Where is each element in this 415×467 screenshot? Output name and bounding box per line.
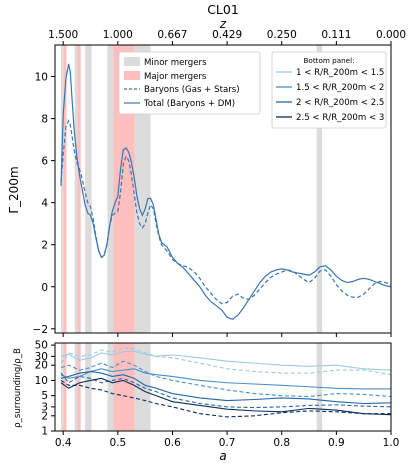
major-merger-shade xyxy=(113,343,135,431)
y-tick-label: −2 xyxy=(33,324,48,336)
y-tick-label: 0 xyxy=(41,282,48,294)
top-z-ticks: 1.500 1.000 0.667 0.429 0.250 0.111 0.000 xyxy=(48,29,406,45)
legend-bottom-panel: Bottom panel: 1 < R/R_200m < 1.5 1.5 < R… xyxy=(271,51,387,129)
legend2-label-3: 2 < R/R_200m < 2.5 xyxy=(296,98,384,108)
legend-swatch-major xyxy=(124,71,140,80)
legend-label-major: Major mergers xyxy=(144,72,207,82)
bottom-panel-frame xyxy=(54,342,392,432)
y-tick-label: 10 xyxy=(35,375,48,387)
y-tick-label: 10 xyxy=(35,72,48,84)
z-tick-label: 0.111 xyxy=(321,29,351,41)
minor-merger-shade xyxy=(107,343,114,431)
density-line-dashed xyxy=(60,379,391,418)
top-panel-frame xyxy=(54,44,392,334)
minor-merger-shade xyxy=(74,343,78,431)
x-tick-label: 0.4 xyxy=(55,437,72,449)
series-line-total-baryons-dm- xyxy=(60,63,392,321)
minor-merger-shade xyxy=(85,343,92,431)
y-tick-label: 8 xyxy=(41,114,48,126)
major-merger-shade xyxy=(77,343,81,431)
top-y-axis-label: Γ_200m xyxy=(7,166,21,213)
legend-box xyxy=(118,51,261,115)
density-line-solid xyxy=(60,370,392,405)
density-line-dashed xyxy=(60,346,392,376)
z-tick-label: 0.429 xyxy=(212,29,242,41)
chart-title: CL01 xyxy=(207,2,239,17)
legend2-label-2: 1.5 < R/R_200m < 2 xyxy=(296,83,384,93)
legend2-label-1: 1 < R/R_200m < 1.5 xyxy=(296,68,384,78)
major-merger-shade xyxy=(63,343,67,431)
y-tick-label: 4 xyxy=(41,198,48,210)
x-tick-label: 1.0 xyxy=(383,437,400,449)
minor-merger-shade xyxy=(134,45,151,333)
y-tick-label: 30 xyxy=(35,351,48,363)
legend-label-total: Total (Baryons + DM) xyxy=(143,99,235,109)
y-tick-label: 6 xyxy=(41,156,48,168)
minor-merger-shade xyxy=(61,45,64,333)
y-tick-label: 2 xyxy=(41,240,48,252)
minor-merger-shade xyxy=(85,45,92,333)
x-tick-label: 0.8 xyxy=(273,437,290,449)
y-tick-label: 50 xyxy=(35,340,48,352)
legend-label-minor: Minor mergers xyxy=(144,58,207,68)
legend-mergers: Minor mergers Major mergers Baryons (Gas… xyxy=(118,51,261,115)
legend2-label-4: 2.5 < R/R_200m < 3 xyxy=(296,113,384,123)
legend2-box xyxy=(271,51,387,129)
legend-swatch-minor xyxy=(124,57,140,66)
bottom-series-lines xyxy=(60,346,392,418)
top-panel: −2 0 2 4 6 8 10 1.500 1.000 0.667 0.429 0.250 0.111… xyxy=(7,2,406,337)
y-tick-label: 5 xyxy=(41,390,48,402)
y-tick-label: 3 xyxy=(41,401,48,413)
major-merger-shade xyxy=(63,45,67,333)
z-tick-label: 1.000 xyxy=(103,29,133,41)
z-tick-label: 0.000 xyxy=(376,29,406,41)
x-tick-label: 0.9 xyxy=(328,437,345,449)
z-tick-label: 0.250 xyxy=(267,29,297,41)
major-merger-shade xyxy=(113,45,135,333)
minor-merger-shade xyxy=(74,45,78,333)
legend2-title: Bottom panel: xyxy=(303,56,354,65)
z-tick-label: 0.667 xyxy=(157,29,187,41)
density-line-solid xyxy=(60,377,392,416)
top-series-lines xyxy=(60,63,392,321)
legend-label-baryons: Baryons (Gas + Stars) xyxy=(144,85,240,95)
minor-merger-shade xyxy=(61,343,64,431)
y-tick-label: 20 xyxy=(35,360,48,372)
density-line-dashed xyxy=(60,372,392,409)
bottom-x-ticks: 0.4 0.5 0.6 0.7 0.8 0.9 1.0 xyxy=(55,431,400,449)
major-merger-shade xyxy=(77,45,81,333)
top-x-ticks xyxy=(62,333,392,337)
top-axis-label: z xyxy=(219,17,227,31)
series-line-baryons-gas-stars- xyxy=(60,119,392,305)
z-tick-label: 1.500 xyxy=(48,29,78,41)
top-merger-shades xyxy=(61,45,323,333)
y-tick-label: 1 xyxy=(41,426,48,438)
x-tick-label: 0.6 xyxy=(164,437,181,449)
bottom-y-axis-label: ρ_surrounding/ρ_B xyxy=(13,348,23,428)
y-tick-label: 2 xyxy=(41,410,48,422)
minor-merger-shade xyxy=(316,45,323,333)
x-tick-label: 0.5 xyxy=(109,437,126,449)
minor-merger-shade xyxy=(107,45,114,333)
bottom-merger-shades xyxy=(61,343,323,431)
top-y-ticks: −2 0 2 4 6 8 10 xyxy=(33,72,55,336)
bottom-x-axis-label: a xyxy=(219,449,226,463)
x-tick-label: 0.7 xyxy=(219,437,236,449)
